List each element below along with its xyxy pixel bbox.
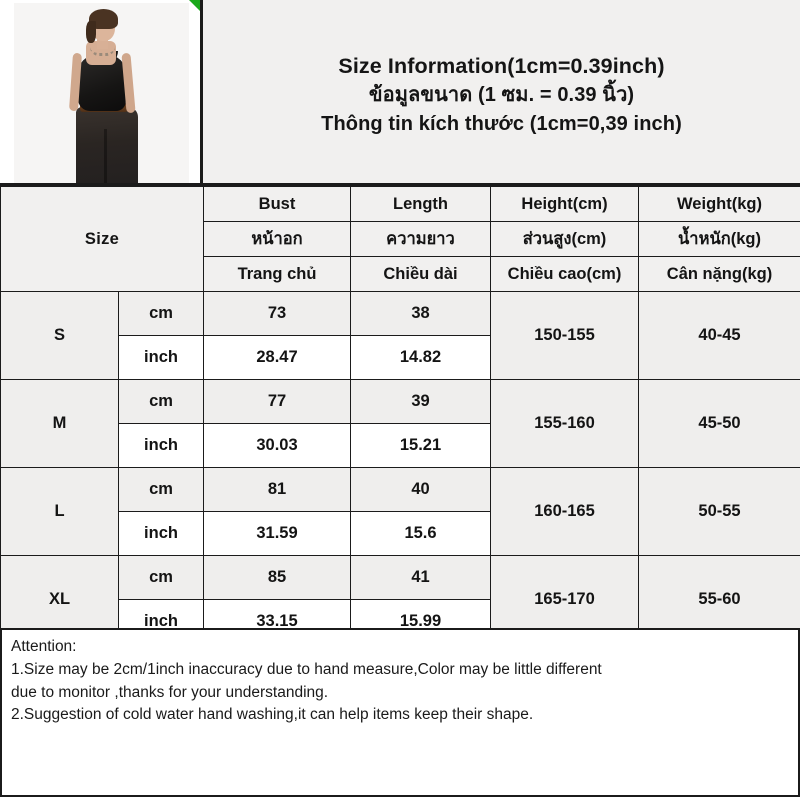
model-hair	[89, 9, 118, 29]
bust-inch-s: 28.47	[203, 335, 351, 380]
header-length-vi: Chiều dài	[350, 256, 491, 292]
attention-box: Attention: 1.Size may be 2cm/1inch inacc…	[0, 628, 800, 797]
title-pane: Size Information(1cm=0.39inch) ข้อมูลขนา…	[203, 0, 800, 183]
header-weight-vi: Cân nặng(kg)	[638, 256, 800, 292]
product-photo	[14, 3, 189, 183]
table-row: XL cm 85 41 165-170 55-60	[0, 555, 800, 644]
green-corner-triangle-icon	[189, 0, 200, 11]
table-header-row-th: หน้าอก ความยาว ส่วนสูง(cm) น้ำหนัก(kg)	[1, 221, 800, 257]
length-cm-s: 38	[350, 291, 491, 336]
height-m: 155-160	[490, 379, 639, 468]
product-photo-pane	[0, 0, 203, 183]
header-height-en: Height(cm)	[490, 186, 639, 222]
length-cm-l: 40	[350, 467, 491, 512]
table-header-row-en: Size Bust Length Height(cm) Weight(kg)	[0, 186, 800, 292]
bust-inch-m: 30.03	[203, 423, 351, 468]
header-bust-en: Bust	[203, 186, 351, 222]
length-inch-l: 15.6	[350, 511, 491, 556]
attention-note-1-part-2: due to monitor ,thanks for your understa…	[11, 683, 329, 701]
height-s: 150-155	[490, 291, 639, 380]
header-height-vi: Chiều cao(cm)	[490, 256, 639, 292]
unit-cm-l: cm	[118, 467, 204, 512]
header-band: Size Information(1cm=0.39inch) ข้อมูลขนา…	[0, 0, 800, 186]
attention-note-1-part-1: 1.Size may be 2cm/1inch inaccuracy due t…	[11, 660, 602, 678]
bust-cm-l: 81	[203, 467, 351, 512]
row-size-l: L	[0, 467, 119, 556]
length-cm-xl: 41	[350, 555, 491, 600]
row-size-s: S	[0, 291, 119, 380]
size-table: Size Bust Length Height(cm) Weight(kg) ห…	[0, 186, 800, 644]
unit-inch-l: inch	[118, 511, 204, 556]
header-weight-th: น้ำหนัก(kg)	[638, 221, 800, 257]
bust-cm-m: 77	[203, 379, 351, 424]
model-hair-strand	[86, 21, 96, 43]
header-weight-en: Weight(kg)	[638, 186, 800, 222]
header-bust-th: หน้าอก	[203, 221, 351, 257]
weight-l: 50-55	[638, 467, 800, 556]
bust-cm-xl: 85	[203, 555, 351, 600]
table-row: S cm 73 38 150-155 40-45	[0, 291, 800, 380]
table-row: inch 28.47 14.82	[1, 335, 800, 380]
table-header-row-vi: Trang chủ Chiều dài Chiều cao(cm) Cân nặ…	[1, 256, 800, 292]
header-length-th: ความยาว	[350, 221, 491, 257]
table-row: inch 31.59 15.6	[1, 511, 800, 556]
length-inch-s: 14.82	[350, 335, 491, 380]
table-row: L cm 81 40 160-165 50-55	[0, 467, 800, 556]
length-inch-m: 15.21	[350, 423, 491, 468]
bust-cm-s: 73	[203, 291, 351, 336]
title-vietnamese: Thông tin kích thước (1cm=0,39 inch)	[321, 112, 682, 135]
title-thai: ข้อมูลขนาด (1 ซม. = 0.39 นิ้ว)	[368, 84, 635, 107]
attention-heading: Attention:	[11, 638, 77, 655]
header-bust-vi: Trang chủ	[203, 256, 351, 292]
model-necklace	[90, 47, 115, 56]
bust-inch-l: 31.59	[203, 511, 351, 556]
unit-inch-m: inch	[118, 423, 204, 468]
model-trousers	[76, 107, 138, 183]
attention-note-2: 2.Suggestion of cold water hand washing,…	[11, 706, 534, 724]
model-neck	[97, 33, 108, 49]
unit-inch-s: inch	[118, 335, 204, 380]
unit-cm-m: cm	[118, 379, 204, 424]
model-illustration	[14, 3, 189, 183]
length-cm-m: 39	[350, 379, 491, 424]
header-height-th: ส่วนสูง(cm)	[490, 221, 639, 257]
header-size-label: Size	[0, 186, 204, 292]
unit-cm-s: cm	[118, 291, 204, 336]
unit-cm-xl: cm	[118, 555, 204, 600]
table-row: inch 30.03 15.21	[1, 423, 800, 468]
header-length-en: Length	[350, 186, 491, 222]
row-size-m: M	[0, 379, 119, 468]
weight-m: 45-50	[638, 379, 800, 468]
height-l: 160-165	[490, 467, 639, 556]
table-row: M cm 77 39 155-160 45-50	[0, 379, 800, 468]
weight-s: 40-45	[638, 291, 800, 380]
title-english: Size Information(1cm=0.39inch)	[338, 53, 665, 78]
